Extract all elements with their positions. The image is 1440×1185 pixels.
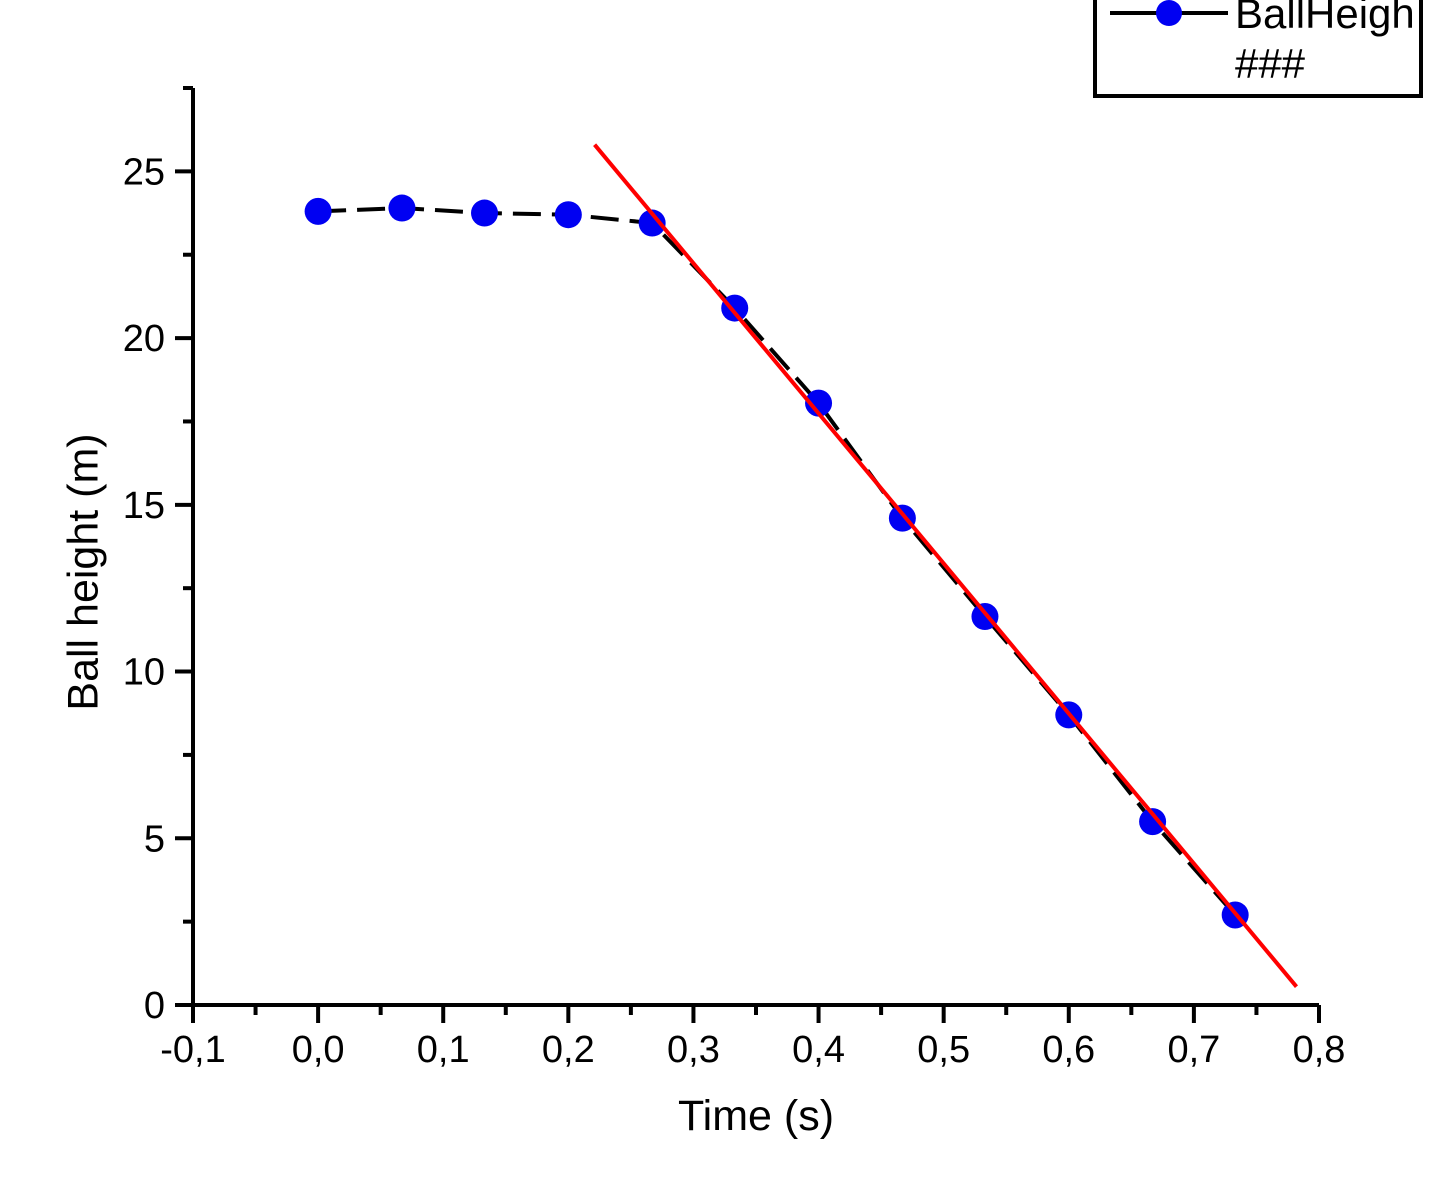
- y-tick-label: 0: [144, 985, 165, 1027]
- series-BallHeigh: [304, 194, 1249, 929]
- data-point-marker: [304, 197, 332, 225]
- data-point-marker: [388, 194, 416, 222]
- x-tick-label: 0,3: [667, 1029, 720, 1071]
- x-tick-label: 0,0: [292, 1029, 345, 1071]
- series-line-linear-fit: [593, 143, 1299, 988]
- data-point-marker: [554, 201, 582, 229]
- y-tick-label: 5: [144, 818, 165, 860]
- y-tick-label: 15: [123, 485, 165, 527]
- x-axis-title: Time (s): [677, 1092, 835, 1140]
- series-line-BallHeigh: [318, 206, 1237, 917]
- x-tick-label: 0,1: [417, 1029, 470, 1071]
- x-tick-label: 0,2: [542, 1029, 595, 1071]
- y-axis-ticks: 0 5 10 15 20 25: [123, 86, 193, 1027]
- data-point-marker: [721, 294, 749, 322]
- x-tick-label: 0,5: [917, 1029, 970, 1071]
- x-tick-label: 0,7: [1167, 1029, 1220, 1071]
- data-point-marker: [1139, 808, 1167, 836]
- legend: BallHeigh ###: [1093, 0, 1423, 98]
- legend-marker-icon: [1156, 0, 1182, 26]
- y-tick-label: 10: [123, 652, 165, 694]
- y-tick-label: 25: [123, 151, 165, 193]
- data-point-marker: [638, 209, 666, 237]
- x-tick-label: -0,1: [160, 1029, 225, 1071]
- x-tick-label: 0,4: [792, 1029, 845, 1071]
- axes-frame: [191, 88, 1319, 1007]
- data-point-marker: [471, 199, 499, 227]
- x-tick-label: 0,6: [1042, 1029, 1095, 1071]
- x-axis-ticks: -0,1 0,0 0,1 0,2 0,3 0,4 0,5 0,6 0,7 0,8: [160, 1005, 1345, 1071]
- data-point-marker: [805, 389, 833, 417]
- x-tick-label: 0,8: [1293, 1029, 1346, 1071]
- series-linear-fit: [593, 143, 1299, 988]
- y-tick-label: 20: [123, 318, 165, 360]
- y-axis-title: Ball height (m): [59, 433, 108, 711]
- legend-series-sublabel: ###: [1234, 40, 1306, 87]
- legend-series-label: BallHeigh: [1235, 0, 1415, 37]
